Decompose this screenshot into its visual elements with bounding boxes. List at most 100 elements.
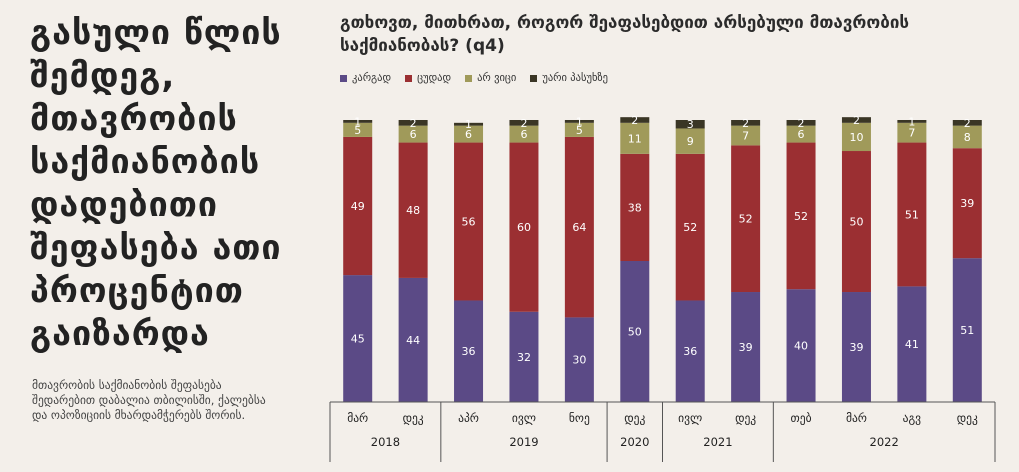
data-label-good: 36 bbox=[462, 345, 476, 358]
data-label-dont-know: 7 bbox=[908, 127, 915, 140]
legend-item-bad: ცუდად bbox=[405, 72, 451, 84]
bar-segment-bad bbox=[509, 142, 539, 312]
legend-label-refuse: უარი პასუხზე bbox=[542, 72, 609, 84]
legend-swatch-bad bbox=[405, 74, 413, 82]
x-tick-label: თებ bbox=[791, 411, 812, 425]
bar-segment-good bbox=[786, 289, 816, 402]
data-label-good: 36 bbox=[683, 345, 697, 358]
data-label-refuse: 1 bbox=[354, 115, 361, 128]
bar-segment-refuse bbox=[786, 120, 816, 126]
bar-segment-refuse bbox=[564, 120, 594, 123]
data-label-bad: 50 bbox=[849, 216, 863, 229]
data-label-good: 39 bbox=[739, 341, 753, 354]
x-tick-label: დეკ bbox=[624, 411, 645, 425]
left-panel: გასული წლის შემდეგ, მთავრობის საქმიანობი… bbox=[0, 0, 330, 472]
data-label-dont-know: 7 bbox=[742, 130, 749, 143]
bar-segment-good bbox=[454, 300, 484, 402]
bar-segment-bad bbox=[786, 142, 816, 290]
bar-segment-refuse bbox=[897, 120, 927, 123]
bar-segment-good bbox=[952, 258, 982, 402]
chart-title: გთხოვთ, მითხრათ, როგორ შეაფასებდით არსებ… bbox=[340, 13, 910, 56]
data-label-dont-know: 8 bbox=[964, 131, 971, 144]
bar-segment-good bbox=[343, 275, 373, 402]
bar-segment-refuse bbox=[454, 122, 484, 126]
bar-segment-dont-know bbox=[841, 122, 871, 152]
data-label-dont-know: 6 bbox=[798, 128, 805, 141]
legend-item-dont-know: არ ვიცი bbox=[465, 72, 516, 84]
x-tick-label: დეკ bbox=[403, 411, 424, 425]
data-label-bad: 38 bbox=[628, 201, 642, 214]
data-label-refuse: 2 bbox=[798, 117, 805, 130]
data-label-refuse: 2 bbox=[410, 117, 417, 130]
x-tick-label: აგვ bbox=[903, 411, 922, 425]
data-label-dont-know: 6 bbox=[465, 128, 472, 141]
bar-segment-good bbox=[509, 311, 539, 402]
bar-segment-good bbox=[620, 261, 650, 402]
data-label-refuse: 2 bbox=[742, 117, 749, 130]
data-label-good: 40 bbox=[794, 340, 808, 353]
x-tick-label: ივლ bbox=[678, 411, 702, 425]
data-label-dont-know: 10 bbox=[849, 131, 863, 144]
data-label-good: 32 bbox=[517, 351, 531, 364]
bar-segment-bad bbox=[897, 142, 927, 287]
data-label-good: 39 bbox=[849, 341, 863, 354]
data-label-refuse: 3 bbox=[687, 118, 694, 131]
bar-segment-bad bbox=[343, 136, 373, 276]
data-label-bad: 39 bbox=[960, 197, 974, 210]
data-label-dont-know: 5 bbox=[354, 124, 361, 137]
bar-segment-dont-know bbox=[509, 125, 539, 143]
bar-segment-bad bbox=[564, 136, 594, 318]
x-tick-label: ნოე bbox=[569, 411, 590, 425]
data-label-refuse: 2 bbox=[853, 114, 860, 127]
bar-segment-refuse bbox=[841, 117, 871, 123]
bar-segment-good bbox=[398, 277, 428, 402]
bar-segment-dont-know bbox=[343, 122, 373, 137]
data-label-dont-know: 9 bbox=[687, 135, 694, 148]
data-label-bad: 52 bbox=[683, 221, 697, 234]
bar-segment-refuse bbox=[620, 117, 650, 123]
bar-segment-refuse bbox=[952, 120, 982, 126]
bar-segment-refuse bbox=[509, 120, 539, 126]
data-label-bad: 64 bbox=[572, 221, 586, 234]
legend-item-good: კარგად bbox=[340, 72, 391, 84]
legend-item-refuse: უარი პასუხზე bbox=[530, 72, 608, 84]
x-tick-label: დეკ bbox=[735, 411, 756, 425]
headline: გასული წლის შემდეგ, მთავრობის საქმიანობი… bbox=[30, 13, 282, 354]
bar-segment-refuse bbox=[398, 120, 428, 126]
x-tick-label: მარ bbox=[347, 411, 368, 425]
legend: კარგად ცუდად არ ვიცი უარი პასუხზე bbox=[340, 72, 608, 84]
data-label-dont-know: 6 bbox=[410, 128, 417, 141]
legend-label-dont-know: არ ვიცი bbox=[477, 72, 517, 84]
data-label-refuse: 2 bbox=[520, 117, 527, 130]
x-tick-label: აპრ bbox=[458, 411, 479, 425]
sidenote: მთავრობის საქმიანობის შეფასება შედარებით… bbox=[32, 378, 266, 422]
bar-segment-dont-know bbox=[952, 125, 982, 149]
data-label-bad: 52 bbox=[739, 213, 753, 226]
data-label-good: 41 bbox=[905, 338, 919, 351]
data-label-dont-know: 11 bbox=[628, 132, 642, 145]
bar-segment-good bbox=[897, 286, 927, 402]
bar-segment-bad bbox=[952, 148, 982, 259]
legend-swatch-good bbox=[340, 74, 347, 82]
bar-segment-dont-know bbox=[675, 128, 705, 154]
data-label-refuse: 1 bbox=[576, 115, 583, 128]
data-label-refuse: 1 bbox=[465, 118, 472, 131]
bar-segment-good bbox=[675, 300, 705, 402]
x-tick-label: ივლ bbox=[512, 411, 536, 425]
data-label-refuse: 2 bbox=[631, 114, 638, 127]
bar-segment-refuse bbox=[675, 120, 705, 129]
bar-segment-bad bbox=[841, 151, 871, 293]
data-label-dont-know: 6 bbox=[520, 128, 527, 141]
x-tick-label: დეკ bbox=[957, 411, 978, 425]
year-label: 2021 bbox=[703, 435, 732, 449]
data-label-bad: 52 bbox=[794, 210, 808, 223]
bar-segment-bad bbox=[454, 142, 484, 301]
data-label-good: 45 bbox=[351, 333, 365, 346]
bar-segment-dont-know bbox=[564, 122, 594, 137]
data-label-refuse: 1 bbox=[908, 115, 915, 128]
legend-swatch-refuse bbox=[530, 74, 538, 82]
x-tick-label: მარ bbox=[846, 411, 867, 425]
data-label-bad: 56 bbox=[462, 216, 476, 229]
bar-segment-bad bbox=[620, 153, 650, 261]
bar-segment-refuse bbox=[731, 120, 761, 126]
